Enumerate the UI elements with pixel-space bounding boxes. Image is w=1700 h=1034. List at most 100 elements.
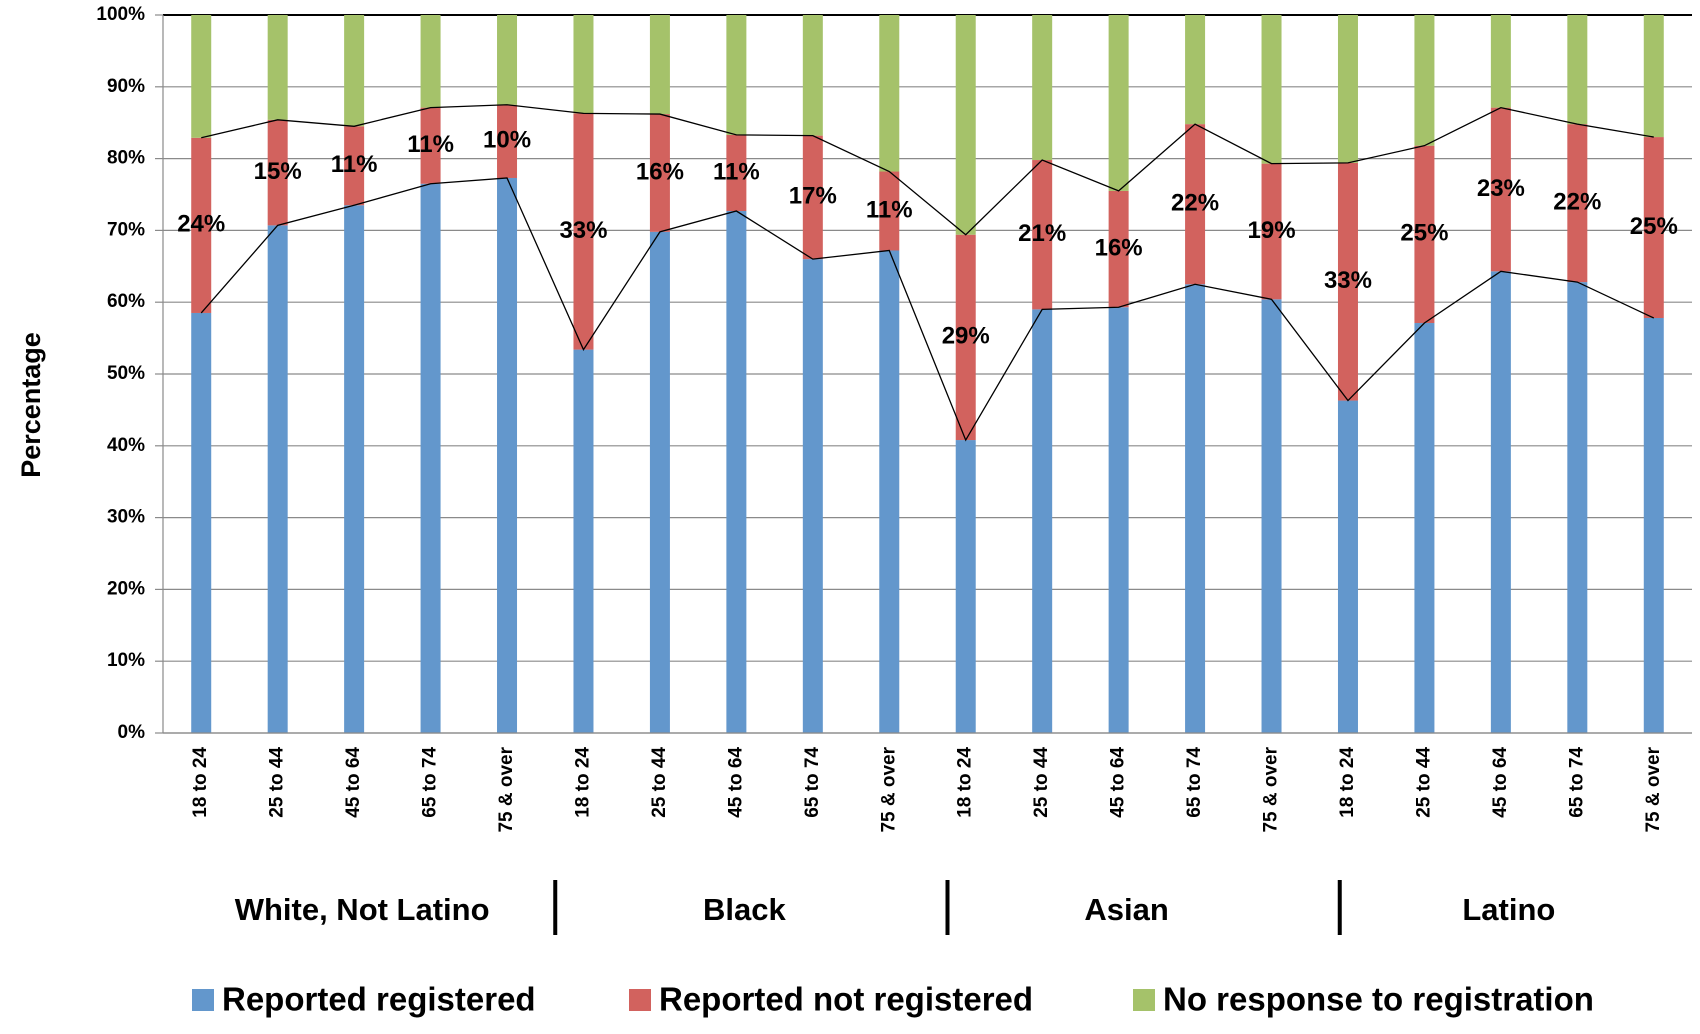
y-tick-label: 90% [107, 76, 145, 97]
x-tick-label: 45 to 64 [1490, 747, 1511, 818]
bar-segment [267, 225, 288, 733]
bar-segment [497, 104, 518, 178]
bar-segment [420, 183, 441, 734]
bar-segment [1032, 309, 1053, 733]
bar-segment [344, 205, 365, 733]
group-label: Asian [1084, 892, 1168, 927]
bar-segment [726, 211, 747, 733]
bar-segment [1108, 15, 1129, 191]
x-tick-label: 45 to 64 [343, 747, 364, 818]
bar-segment [1185, 124, 1206, 285]
bar-segment [1185, 284, 1206, 733]
legend-swatch [629, 989, 651, 1011]
x-tick-label: 65 to 74 [802, 747, 823, 818]
data-label: 17% [789, 183, 837, 210]
bar-segment [420, 15, 441, 108]
data-label: 16% [636, 158, 684, 185]
y-axis-label: Percentage [16, 332, 46, 478]
bar-segment [1490, 107, 1511, 272]
bar-segment [1490, 271, 1511, 733]
x-tick-label: 25 to 44 [649, 747, 670, 818]
data-label: 15% [254, 158, 302, 185]
bar-segment [267, 15, 288, 120]
x-tick-label: 75 & over [496, 746, 517, 832]
y-tick-label: 0% [118, 722, 146, 743]
x-tick-label: 65 to 74 [420, 747, 441, 818]
bar-segment [649, 231, 670, 733]
bar-segment [1108, 190, 1129, 308]
group-label: Latino [1462, 892, 1555, 927]
bar-segment [1337, 162, 1358, 401]
bar-segment [1643, 137, 1664, 318]
y-tick-label: 60% [107, 291, 145, 312]
bar-segment [1032, 15, 1053, 161]
data-label: 29% [942, 323, 990, 350]
y-tick-label: 10% [107, 650, 145, 671]
bar-segment [649, 114, 670, 232]
bar-segment [879, 250, 900, 733]
x-tick-label: 18 to 24 [1337, 747, 1358, 818]
y-tick-label: 20% [107, 578, 145, 599]
x-tick-label: 75 & over [1643, 746, 1664, 832]
x-tick-label: 65 to 74 [1184, 747, 1205, 818]
x-tick-label: 65 to 74 [1566, 747, 1587, 818]
bar-segment [1337, 15, 1358, 163]
bar-segment [267, 119, 288, 226]
data-label: 24% [177, 211, 225, 238]
bar-segment [573, 349, 594, 733]
bar-segment [802, 15, 823, 136]
bar-segment [573, 15, 594, 114]
x-tick-label: 75 & over [1261, 746, 1282, 832]
data-label: 11% [866, 196, 913, 223]
y-tick-label: 30% [107, 507, 145, 528]
bar-segment [1567, 124, 1588, 283]
bar-segment [1414, 145, 1435, 324]
bar-segment [1261, 299, 1282, 733]
bar-segment [1567, 15, 1588, 125]
bar-segment [1414, 323, 1435, 733]
bar-segment [191, 312, 212, 733]
bar-segment [879, 171, 900, 251]
series-line [201, 104, 1654, 236]
legend-swatch [1133, 989, 1155, 1011]
bar-segment [1643, 317, 1664, 733]
group-label: Black [703, 892, 786, 927]
data-label: 25% [1630, 213, 1678, 240]
bar-segment [191, 137, 212, 313]
x-tick-label: 25 to 44 [1031, 747, 1052, 818]
x-tick-label: 18 to 24 [572, 747, 593, 818]
bar-segment [1337, 400, 1358, 733]
y-tick-label: 40% [107, 435, 145, 456]
x-tick-label: 45 to 64 [725, 747, 746, 818]
bar-segment [955, 15, 976, 235]
y-tick-label: 70% [107, 219, 145, 240]
bar-segment [1261, 163, 1282, 300]
bar-segment [1032, 160, 1053, 310]
bar-segment [1643, 15, 1664, 138]
y-tick-label: 80% [107, 148, 145, 169]
data-label: 23% [1477, 175, 1525, 202]
bar-segment [497, 15, 518, 105]
bar-segment [955, 440, 976, 733]
data-label: 21% [1018, 220, 1066, 247]
bar-segment [420, 107, 441, 184]
data-label: 25% [1400, 220, 1448, 247]
data-label: 33% [559, 217, 607, 244]
y-tick-label: 50% [107, 363, 145, 384]
data-label: 10% [483, 127, 531, 154]
bar-segment [726, 15, 747, 135]
y-tick-label: 100% [96, 4, 145, 25]
bar-segment [344, 126, 365, 206]
data-label: 22% [1171, 190, 1219, 217]
bar-segment [1261, 15, 1282, 164]
bar-segment [573, 113, 594, 350]
legend-label: Reported registered [222, 981, 536, 1018]
bar-segment [955, 234, 976, 441]
x-tick-label: 75 & over [878, 746, 899, 832]
bar-segment [1414, 15, 1435, 146]
bar-segment [497, 177, 518, 734]
legend-swatch [192, 989, 214, 1011]
data-label: 11% [713, 158, 760, 185]
bar-segment [1567, 282, 1588, 733]
series-line [200, 177, 1655, 442]
